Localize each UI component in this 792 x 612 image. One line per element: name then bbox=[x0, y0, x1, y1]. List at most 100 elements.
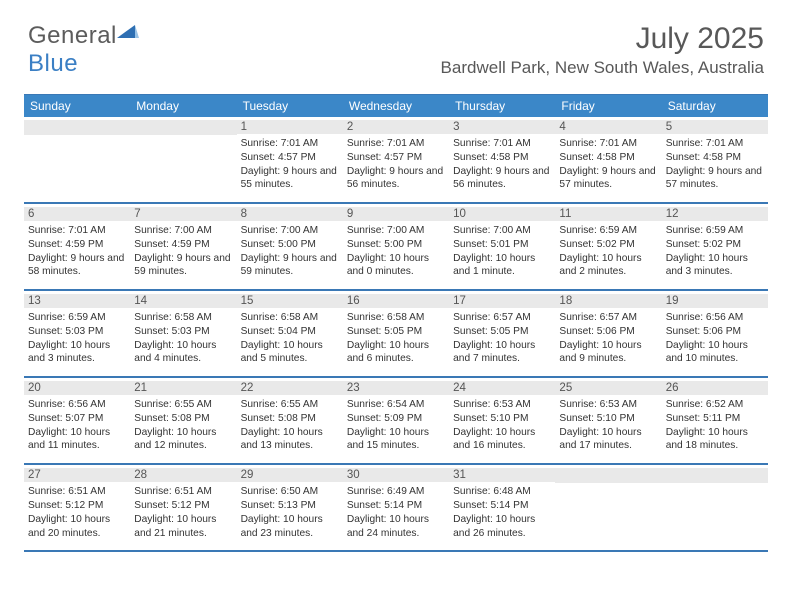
day-details: Sunrise: 6:51 AMSunset: 5:12 PMDaylight:… bbox=[28, 485, 126, 540]
day-number: 16 bbox=[343, 294, 449, 308]
logo: GeneralBlue bbox=[28, 22, 139, 78]
day-number: 21 bbox=[130, 381, 236, 395]
day-number: 9 bbox=[343, 207, 449, 221]
day-number bbox=[24, 120, 130, 135]
day-cell: 9 Sunrise: 7:00 AMSunset: 5:00 PMDaylight… bbox=[343, 204, 449, 289]
week-row: 13Sunrise: 6:59 AMSunset: 5:03 PMDayligh… bbox=[24, 291, 768, 378]
day-details: Sunrise: 6:56 AMSunset: 5:07 PMDaylight:… bbox=[28, 398, 126, 453]
day-details: Sunrise: 6:53 AMSunset: 5:10 PMDaylight:… bbox=[453, 398, 551, 453]
day-number: 15 bbox=[237, 294, 343, 308]
day-cell: 15 Sunrise: 6:58 AMSunset: 5:04 PMDayligh… bbox=[237, 291, 343, 376]
week-row: 6 Sunrise: 7:01 AMSunset: 4:59 PMDaylight… bbox=[24, 204, 768, 291]
day-number: 17 bbox=[449, 294, 555, 308]
dow-header-row: Sunday Monday Tuesday Wednesday Thursday… bbox=[24, 95, 768, 117]
day-cell: 21 Sunrise: 6:55 AMSunset: 5:08 PMDayligh… bbox=[130, 378, 236, 463]
weeks-container: 1Sunrise: 7:01 AMSunset: 4:57 PMDaylight… bbox=[24, 117, 768, 552]
day-cell: 26 Sunrise: 6:52 AMSunset: 5:11 PMDayligh… bbox=[662, 378, 768, 463]
day-cell: 20 Sunrise: 6:56 AMSunset: 5:07 PMDayligh… bbox=[24, 378, 130, 463]
day-details: Sunrise: 6:51 AMSunset: 5:12 PMDaylight:… bbox=[134, 485, 232, 540]
day-details: Sunrise: 7:01 AMSunset: 4:58 PMDaylight:… bbox=[453, 137, 551, 192]
day-cell: 7 Sunrise: 7:00 AMSunset: 4:59 PMDaylight… bbox=[130, 204, 236, 289]
dow-thursday: Thursday bbox=[449, 95, 555, 117]
day-cell: 2 Sunrise: 7:01 AMSunset: 4:57 PMDaylight… bbox=[343, 117, 449, 202]
day-number: 29 bbox=[237, 468, 343, 482]
day-cell bbox=[555, 465, 661, 550]
day-number: 10 bbox=[449, 207, 555, 221]
day-cell: 8Sunrise: 7:00 AMSunset: 5:00 PMDaylight… bbox=[237, 204, 343, 289]
day-number: 7 bbox=[130, 207, 236, 221]
day-cell: 31Sunrise: 6:48 AMSunset: 5:14 PMDayligh… bbox=[449, 465, 555, 550]
day-number: 13 bbox=[24, 294, 130, 308]
day-number bbox=[555, 468, 661, 483]
dow-monday: Monday bbox=[130, 95, 236, 117]
day-details: Sunrise: 7:00 AMSunset: 5:00 PMDaylight:… bbox=[347, 224, 445, 279]
day-number: 20 bbox=[24, 381, 130, 395]
header: GeneralBlue July 2025 Bardwell Park, New… bbox=[0, 0, 792, 84]
day-cell: 24 Sunrise: 6:53 AMSunset: 5:10 PMDayligh… bbox=[449, 378, 555, 463]
day-details: Sunrise: 7:00 AMSunset: 4:59 PMDaylight:… bbox=[134, 224, 232, 279]
day-cell: 10 Sunrise: 7:00 AMSunset: 5:01 PMDayligh… bbox=[449, 204, 555, 289]
day-cell: 14Sunrise: 6:58 AMSunset: 5:03 PMDayligh… bbox=[130, 291, 236, 376]
day-number: 24 bbox=[449, 381, 555, 395]
week-row: 27 Sunrise: 6:51 AMSunset: 5:12 PMDayligh… bbox=[24, 465, 768, 552]
day-details: Sunrise: 6:56 AMSunset: 5:06 PMDaylight:… bbox=[666, 311, 764, 366]
day-details: Sunrise: 6:50 AMSunset: 5:13 PMDaylight:… bbox=[241, 485, 339, 540]
day-number: 5 bbox=[662, 120, 768, 134]
day-cell: 29 Sunrise: 6:50 AMSunset: 5:13 PMDayligh… bbox=[237, 465, 343, 550]
dow-wednesday: Wednesday bbox=[343, 95, 449, 117]
day-number: 12 bbox=[662, 207, 768, 221]
day-cell: 25 Sunrise: 6:53 AMSunset: 5:10 PMDayligh… bbox=[555, 378, 661, 463]
logo-text: GeneralBlue bbox=[28, 22, 139, 78]
day-number: 2 bbox=[343, 120, 449, 134]
day-cell: 1Sunrise: 7:01 AMSunset: 4:57 PMDaylight… bbox=[237, 117, 343, 202]
day-details: Sunrise: 7:01 AMSunset: 4:59 PMDaylight:… bbox=[28, 224, 126, 279]
day-cell bbox=[24, 117, 130, 202]
day-number: 22 bbox=[237, 381, 343, 395]
dow-sunday: Sunday bbox=[24, 95, 130, 117]
day-details: Sunrise: 6:58 AMSunset: 5:04 PMDaylight:… bbox=[241, 311, 339, 366]
day-cell: 4Sunrise: 7:01 AMSunset: 4:58 PMDaylight… bbox=[555, 117, 661, 202]
day-number bbox=[662, 468, 768, 483]
day-cell: 27 Sunrise: 6:51 AMSunset: 5:12 PMDayligh… bbox=[24, 465, 130, 550]
day-cell: 23Sunrise: 6:54 AMSunset: 5:09 PMDayligh… bbox=[343, 378, 449, 463]
day-details: Sunrise: 6:59 AMSunset: 5:02 PMDaylight:… bbox=[666, 224, 764, 279]
day-number: 11 bbox=[555, 207, 661, 221]
day-details: Sunrise: 7:01 AMSunset: 4:58 PMDaylight:… bbox=[666, 137, 764, 192]
day-number: 19 bbox=[662, 294, 768, 308]
month-title: July 2025 bbox=[441, 22, 764, 56]
logo-triangle-icon bbox=[117, 23, 139, 41]
day-number bbox=[130, 120, 236, 135]
day-details: Sunrise: 6:52 AMSunset: 5:11 PMDaylight:… bbox=[666, 398, 764, 453]
day-number: 30 bbox=[343, 468, 449, 482]
day-cell: 6 Sunrise: 7:01 AMSunset: 4:59 PMDaylight… bbox=[24, 204, 130, 289]
day-details: Sunrise: 6:53 AMSunset: 5:10 PMDaylight:… bbox=[559, 398, 657, 453]
day-details: Sunrise: 6:58 AMSunset: 5:05 PMDaylight:… bbox=[347, 311, 445, 366]
day-number: 18 bbox=[555, 294, 661, 308]
day-details: Sunrise: 6:59 AMSunset: 5:02 PMDaylight:… bbox=[559, 224, 657, 279]
day-number: 6 bbox=[24, 207, 130, 221]
day-number: 27 bbox=[24, 468, 130, 482]
day-number: 23 bbox=[343, 381, 449, 395]
day-number: 26 bbox=[662, 381, 768, 395]
day-cell: 13Sunrise: 6:59 AMSunset: 5:03 PMDayligh… bbox=[24, 291, 130, 376]
day-details: Sunrise: 6:49 AMSunset: 5:14 PMDaylight:… bbox=[347, 485, 445, 540]
day-number: 31 bbox=[449, 468, 555, 482]
day-details: Sunrise: 7:00 AMSunset: 5:01 PMDaylight:… bbox=[453, 224, 551, 279]
day-cell: 3Sunrise: 7:01 AMSunset: 4:58 PMDaylight… bbox=[449, 117, 555, 202]
day-details: Sunrise: 6:55 AMSunset: 5:08 PMDaylight:… bbox=[241, 398, 339, 453]
day-number: 14 bbox=[130, 294, 236, 308]
day-details: Sunrise: 7:01 AMSunset: 4:58 PMDaylight:… bbox=[559, 137, 657, 192]
day-details: Sunrise: 7:01 AMSunset: 4:57 PMDaylight:… bbox=[241, 137, 339, 192]
day-cell: 30 Sunrise: 6:49 AMSunset: 5:14 PMDayligh… bbox=[343, 465, 449, 550]
day-details: Sunrise: 6:57 AMSunset: 5:05 PMDaylight:… bbox=[453, 311, 551, 366]
logo-part1: General bbox=[28, 22, 117, 49]
day-number: 25 bbox=[555, 381, 661, 395]
day-cell: 12 Sunrise: 6:59 AMSunset: 5:02 PMDayligh… bbox=[662, 204, 768, 289]
day-cell bbox=[662, 465, 768, 550]
calendar: Sunday Monday Tuesday Wednesday Thursday… bbox=[24, 94, 768, 552]
day-cell: 28Sunrise: 6:51 AMSunset: 5:12 PMDayligh… bbox=[130, 465, 236, 550]
day-cell: 22 Sunrise: 6:55 AMSunset: 5:08 PMDayligh… bbox=[237, 378, 343, 463]
day-details: Sunrise: 7:01 AMSunset: 4:57 PMDaylight:… bbox=[347, 137, 445, 192]
day-details: Sunrise: 6:55 AMSunset: 5:08 PMDaylight:… bbox=[134, 398, 232, 453]
day-details: Sunrise: 7:00 AMSunset: 5:00 PMDaylight:… bbox=[241, 224, 339, 279]
